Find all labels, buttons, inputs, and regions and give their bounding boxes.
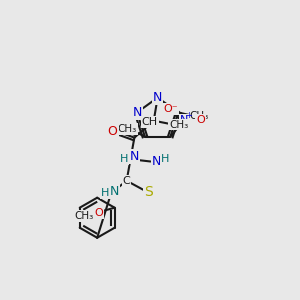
Text: CH₃: CH₃ <box>75 211 94 221</box>
Text: C: C <box>123 176 130 186</box>
Text: H: H <box>160 154 169 164</box>
Text: H: H <box>101 188 109 198</box>
Text: O⁻: O⁻ <box>164 104 178 114</box>
Text: CH₃: CH₃ <box>117 124 137 134</box>
Text: N: N <box>132 106 142 119</box>
Text: N: N <box>152 155 161 168</box>
Text: N: N <box>130 150 139 164</box>
Text: O: O <box>108 125 118 138</box>
Text: N: N <box>110 185 119 198</box>
Text: S: S <box>144 184 153 199</box>
Text: O: O <box>196 115 205 125</box>
Text: H: H <box>120 154 128 164</box>
Text: N: N <box>153 91 162 104</box>
Text: +: + <box>185 111 192 120</box>
Text: CH: CH <box>142 117 158 127</box>
Text: O: O <box>95 208 103 218</box>
Text: N: N <box>180 115 188 125</box>
Text: CH₃: CH₃ <box>190 111 209 121</box>
Text: CH₃: CH₃ <box>169 119 188 130</box>
